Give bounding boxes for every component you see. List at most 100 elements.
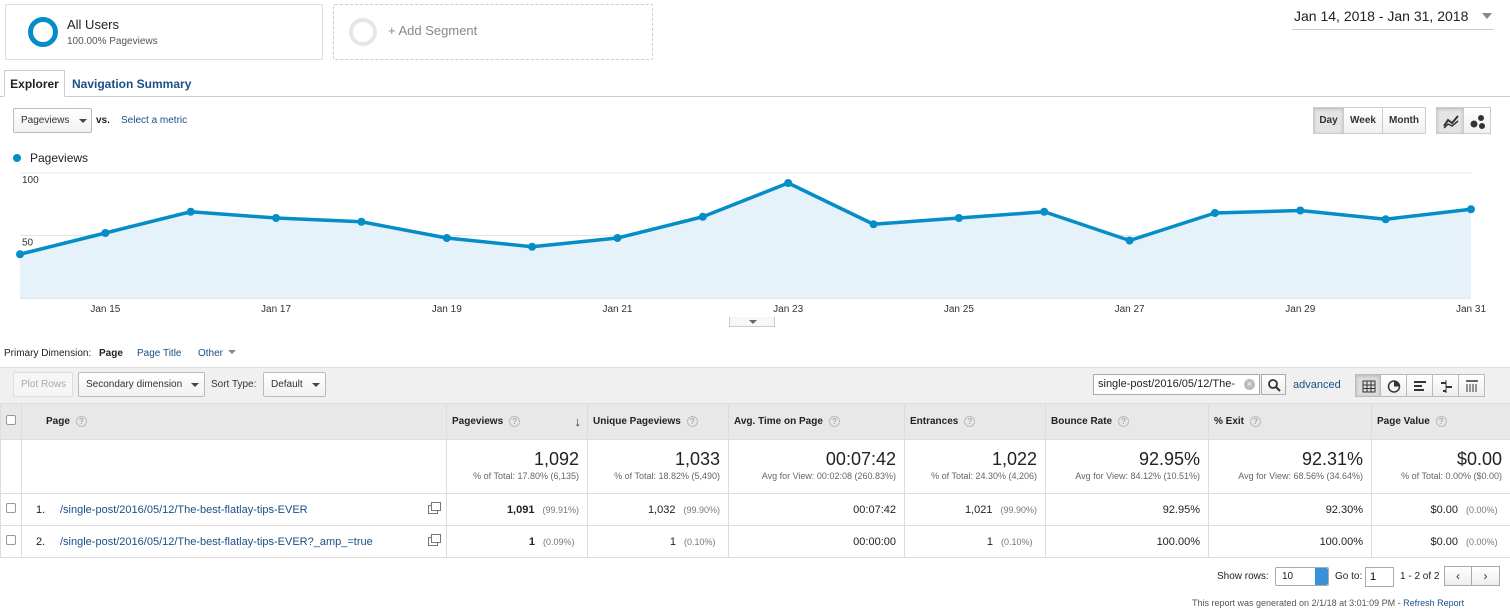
dimension-page-title[interactable]: Page Title	[137, 348, 182, 359]
help-icon[interactable]: ?	[1250, 415, 1262, 427]
add-segment-button[interactable]: + Add Segment	[333, 4, 653, 60]
row-entrances: 1 (0.10%)	[904, 525, 1046, 558]
help-icon[interactable]: ?	[828, 415, 840, 427]
col-header-pageviews[interactable]: Pageviews? ↓	[446, 403, 588, 440]
table-filter-input[interactable]: single-post/2016/05/12/The-	[1093, 374, 1260, 395]
clear-icon[interactable]: ×	[1244, 379, 1255, 390]
advanced-filter-link[interactable]: advanced	[1293, 379, 1341, 391]
week-button[interactable]: Week	[1344, 107, 1383, 134]
totals-label-cell	[21, 439, 447, 494]
row-page-value: $0.00 (0.00%)	[1371, 493, 1510, 526]
refresh-report-link[interactable]: Refresh Report	[1403, 598, 1465, 608]
secondary-dimension-select[interactable]: Secondary dimension	[78, 372, 205, 397]
metric-select[interactable]: Pageviews	[13, 108, 92, 133]
dimension-other[interactable]: Other	[198, 348, 236, 359]
row-unique-pageviews-pct: (0.10%)	[684, 536, 716, 547]
performance-view-button[interactable]	[1407, 374, 1433, 397]
chevron-down-icon	[227, 350, 236, 354]
day-button[interactable]: Day	[1313, 107, 1344, 134]
row-select-cell	[0, 493, 22, 526]
col-header-unique-pageviews[interactable]: Unique Pageviews?	[587, 403, 729, 440]
tab-navigation-summary[interactable]: Navigation Summary	[72, 77, 192, 91]
row-unique-pageviews-value: 1	[669, 535, 676, 548]
search-icon	[1268, 379, 1281, 392]
date-range-text: Jan 14, 2018 - Jan 31, 2018	[1294, 8, 1469, 24]
row-unique-pageviews: 1,032 (99.90%)	[587, 493, 729, 526]
search-button[interactable]	[1261, 374, 1286, 395]
col-header-entrances[interactable]: Entrances?	[904, 403, 1046, 440]
goto-page-input[interactable]	[1365, 567, 1394, 587]
data-point	[272, 214, 281, 222]
data-point	[1467, 205, 1475, 214]
month-button[interactable]: Month	[1383, 107, 1426, 134]
row-unique-pageviews-pct: (99.90%)	[683, 504, 720, 515]
sort-type-label: Sort Type:	[211, 379, 257, 390]
help-icon[interactable]: ?	[686, 415, 698, 427]
chevron-down-icon	[1482, 13, 1492, 19]
help-icon[interactable]: ?	[1118, 415, 1130, 427]
row-number: 1.	[36, 503, 46, 516]
row-page-value-pct: (0.00%)	[1466, 504, 1498, 515]
row-checkbox[interactable]	[6, 535, 16, 545]
row-pageviews-pct: (99.91%)	[542, 504, 579, 515]
sort-type-select[interactable]: Default	[263, 372, 326, 397]
col-header-bounce-rate[interactable]: Bounce Rate?	[1045, 403, 1209, 440]
data-point	[1040, 207, 1049, 216]
row-exit: 92.30%	[1208, 493, 1372, 526]
generated-text: This report was generated on 2/1/18 at 3…	[1192, 598, 1404, 608]
col-header-avg-time[interactable]: Avg. Time on Page?	[728, 403, 905, 440]
help-icon[interactable]: ?	[964, 415, 976, 427]
row-checkbox[interactable]	[6, 503, 16, 513]
line-chart-button[interactable]	[1436, 107, 1464, 134]
comparison-view-button[interactable]	[1433, 374, 1459, 397]
series-line	[19, 181, 1472, 256]
chevron-down-icon	[749, 320, 757, 324]
total-entrances-sub: % of Total: 24.30% (4,206)	[931, 471, 1037, 481]
row-page-value: $0.00 (0.00%)	[1371, 525, 1510, 558]
total-bounce-rate-value: 92.95%	[1138, 449, 1200, 469]
help-icon[interactable]: ?	[75, 415, 87, 427]
date-range-picker[interactable]: Jan 14, 2018 - Jan 31, 2018	[1292, 4, 1494, 30]
row-avg-time: 00:00:00	[728, 525, 905, 558]
bubble-chart-icon	[1470, 115, 1485, 129]
segment-subtitle: 100.00% Pageviews	[67, 36, 158, 47]
page-link[interactable]: /single-post/2016/05/12/The-best-flatlay…	[60, 503, 308, 516]
data-point	[357, 217, 366, 226]
row-bounce-rate: 92.95%	[1045, 493, 1209, 526]
open-page-icon[interactable]	[428, 534, 441, 546]
bar-list-icon	[1414, 381, 1426, 391]
help-icon[interactable]: ?	[509, 415, 521, 427]
term-cloud-view-button[interactable]	[1459, 374, 1485, 397]
next-page-button[interactable]: ›	[1472, 566, 1500, 586]
select-metric-link[interactable]: Select a metric	[121, 115, 188, 126]
row-unique-pageviews: 1 (0.10%)	[587, 525, 729, 558]
row-pageviews-value: 1,091	[506, 503, 535, 516]
data-table-view-button[interactable]	[1355, 374, 1381, 397]
x-tick-label: Jan 21	[602, 304, 632, 315]
data-point	[528, 242, 537, 251]
secondary-dimension-label: Secondary dimension	[86, 379, 183, 390]
previous-page-button[interactable]: ‹	[1444, 566, 1472, 586]
x-tick-label: Jan 15	[90, 304, 120, 315]
motion-chart-button[interactable]	[1464, 107, 1491, 134]
data-point	[1381, 215, 1390, 224]
select-all-checkbox[interactable]	[6, 415, 16, 425]
data-point	[101, 229, 110, 237]
dimension-page[interactable]: Page	[99, 348, 123, 359]
col-header-exit[interactable]: % Exit?	[1208, 403, 1372, 440]
pie-chart-icon	[1387, 380, 1401, 393]
page-link[interactable]: /single-post/2016/05/12/The-best-flatlay…	[60, 535, 373, 548]
help-icon[interactable]: ?	[1435, 415, 1447, 427]
table-header-row: Page? Pageviews? ↓ Unique Pageviews? Avg…	[0, 403, 1510, 440]
plot-rows-button[interactable]: Plot Rows	[13, 372, 73, 397]
comparison-icon	[1441, 380, 1452, 393]
row-avg-time: 00:07:42	[728, 493, 905, 526]
open-page-icon[interactable]	[428, 502, 441, 514]
chart-expand-toggle[interactable]	[729, 317, 775, 327]
show-rows-select[interactable]: 10	[1275, 567, 1329, 586]
segment-card-all-users[interactable]: All Users 100.00% Pageviews	[5, 4, 323, 60]
col-header-page-value[interactable]: Page Value?	[1371, 403, 1510, 440]
col-header-page: Page?	[21, 403, 447, 440]
tab-explorer[interactable]: Explorer	[4, 70, 65, 97]
pie-view-button[interactable]	[1381, 374, 1407, 397]
